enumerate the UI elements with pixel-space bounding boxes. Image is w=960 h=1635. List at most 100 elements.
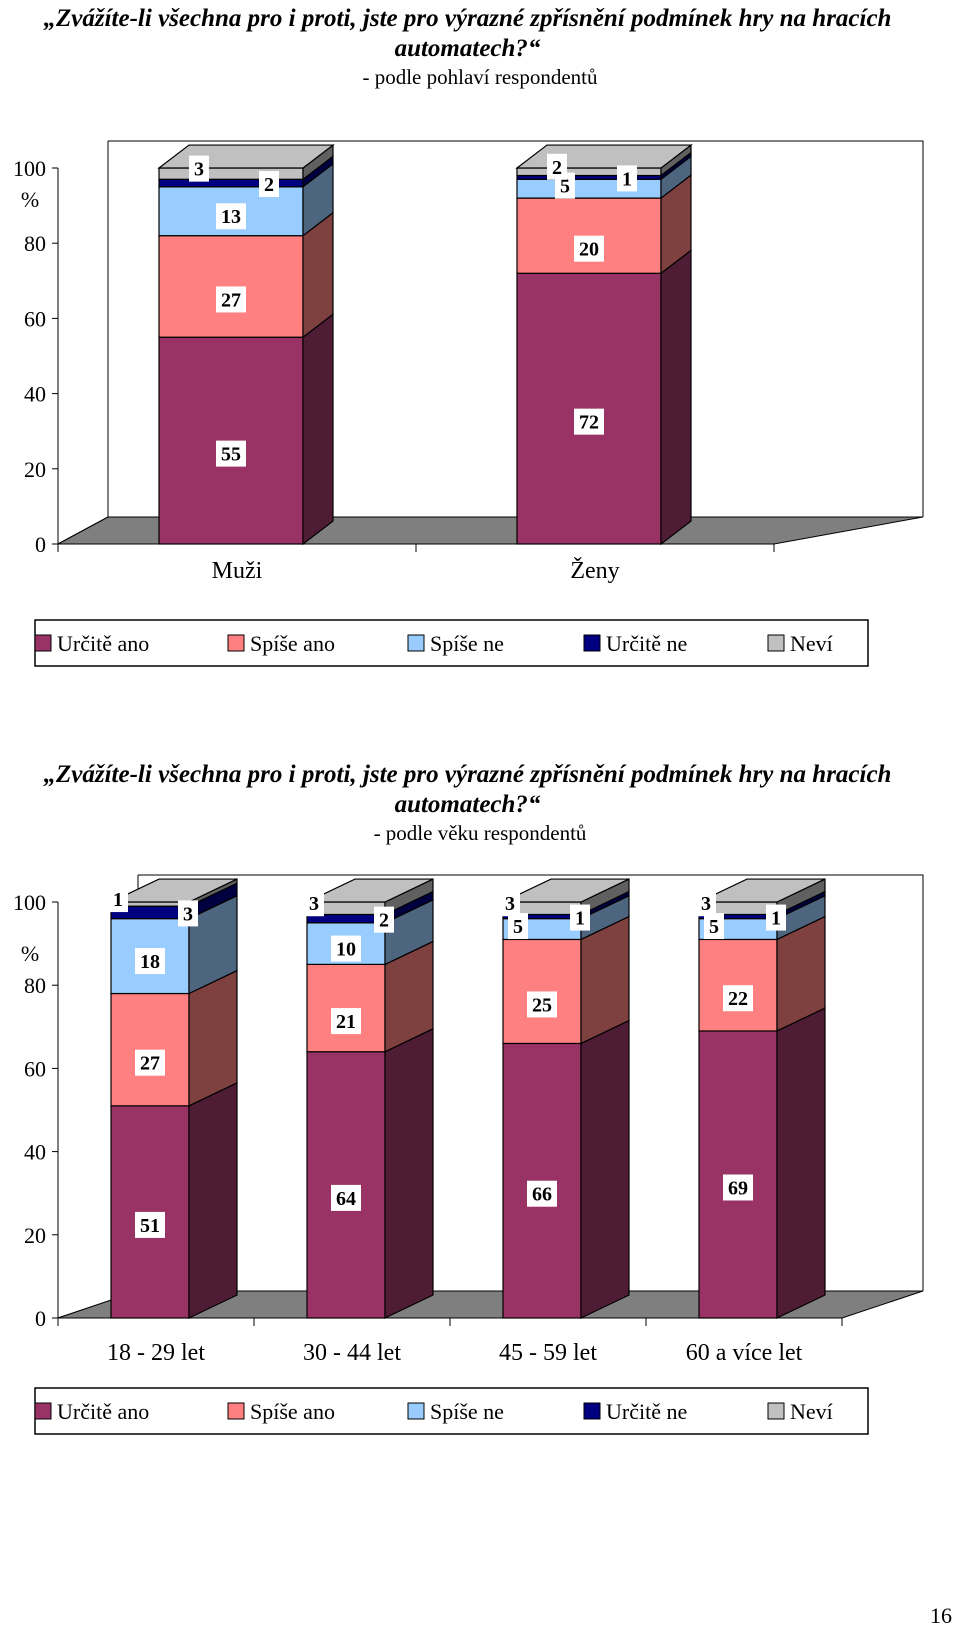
x-axis: Muži Ženy <box>57 543 775 584</box>
data-label-box <box>259 171 279 198</box>
x-category-label: 30 - 44 let <box>303 1340 401 1366</box>
data-label-box <box>723 1174 753 1201</box>
data-label: 3 <box>178 900 198 927</box>
bar-segment <box>157 143 335 181</box>
data-label-text: 2 <box>264 174 274 196</box>
legend-label: Neví <box>790 1399 833 1424</box>
x-category-label: Muži <box>212 558 263 584</box>
legend-swatch <box>227 634 245 652</box>
data-label: 64 <box>331 1184 361 1211</box>
chart2-svg: 0 20 40 60 80 100% 18 - 29 let 30 - 44 let 45 - … <box>13 874 924 1435</box>
back-wall <box>108 140 924 517</box>
data-label-text: 1 <box>113 889 123 911</box>
data-label-text: 25 <box>532 994 552 1016</box>
data-label-text: 2 <box>552 157 562 179</box>
bar-top <box>110 878 238 903</box>
bar-front <box>502 938 582 1045</box>
legend-label: Určitě ne <box>606 1399 687 1424</box>
data-label: 10 <box>331 935 361 962</box>
bar-segment <box>502 1019 630 1319</box>
bar-segment <box>110 1081 238 1319</box>
bar-segment <box>515 143 693 177</box>
x-category-label: 18 - 29 let <box>107 1340 205 1366</box>
data-label-box <box>216 440 246 467</box>
data-label-box <box>617 165 637 192</box>
bar-front <box>158 178 304 188</box>
bar-front <box>502 1042 582 1319</box>
chart1-title: „Zvážíte-li všechna pro i proti, jste pr… <box>43 5 892 62</box>
data-label: 27 <box>135 1049 165 1076</box>
data-label: 66 <box>527 1180 557 1207</box>
bar-front <box>158 167 304 180</box>
bar-side <box>660 249 692 546</box>
data-label-box <box>216 203 246 230</box>
data-label-text: 3 <box>505 893 515 915</box>
bar-side <box>580 1019 630 1319</box>
legend-swatch <box>407 634 425 652</box>
data-label-box <box>508 913 528 940</box>
bar-segment <box>306 1027 434 1319</box>
data-label-box <box>304 890 324 917</box>
data-label: 2 <box>547 153 567 180</box>
data-label: 69 <box>723 1174 753 1201</box>
legend-item: Spíše ano <box>227 631 335 656</box>
legend: Určitě ano Spíše ano Spíše ne Určitě ne Neví <box>34 619 869 667</box>
bar-side <box>776 1007 826 1319</box>
data-label: 20 <box>574 235 604 262</box>
data-label-text: 10 <box>336 939 356 961</box>
legend-label: Určitě ano <box>57 1399 149 1424</box>
data-label-box <box>331 935 361 962</box>
legend-item: Neví <box>767 631 833 656</box>
data-label: 1 <box>766 904 786 931</box>
legend-box <box>34 619 869 667</box>
chart1-subtitle: - podle pohlaví respondentů <box>362 65 598 89</box>
bars <box>110 878 826 1319</box>
data-label-text: 3 <box>309 893 319 915</box>
data-label-text: 5 <box>560 176 570 198</box>
data-label-box <box>135 1211 165 1238</box>
legend: Určitě ano Spíše ano Spíše ne Určitě ne Neví <box>34 1387 869 1435</box>
data-label-box <box>178 900 198 927</box>
y-tick-label: 20 <box>24 457 46 482</box>
legend-swatch <box>767 1402 785 1420</box>
bar-front <box>110 1105 190 1319</box>
y-tick-label: 80 <box>24 231 46 256</box>
bar-side <box>302 313 334 546</box>
data-label: 2 <box>374 906 394 933</box>
y-tick-label: 20 <box>24 1223 46 1248</box>
page-number: 16 <box>930 1603 952 1628</box>
y-tick-label: 0 <box>35 1306 46 1331</box>
data-label-text: 3 <box>194 159 204 181</box>
data-label-text: 51 <box>140 1215 160 1237</box>
data-label: 3 <box>189 155 209 182</box>
data-label-box <box>527 991 557 1018</box>
legend-swatch <box>227 1402 245 1420</box>
legend-swatch <box>583 1402 601 1420</box>
legend-item: Spíše ne <box>407 1399 504 1424</box>
legend-swatch <box>34 1402 52 1420</box>
legend-item: Spíše ne <box>407 631 504 656</box>
data-label: 51 <box>135 1211 165 1238</box>
legend-box <box>34 1387 869 1435</box>
data-label: 3 <box>500 890 520 917</box>
legend-swatch <box>583 634 601 652</box>
data-label: 1 <box>108 886 128 913</box>
legend-label: Spíše ano <box>250 631 335 656</box>
bar-top <box>515 144 693 169</box>
data-label-box <box>574 408 604 435</box>
data-label-box <box>570 904 590 931</box>
y-axis: 0 20 40 60 80 100% <box>13 890 59 1331</box>
bar-top <box>157 144 335 169</box>
data-label-box <box>135 948 165 975</box>
back-wall <box>138 874 924 1291</box>
data-labels: 55 27 13 2 3 72 20 5 1 2 <box>189 153 637 467</box>
bar-front <box>516 178 662 199</box>
data-label-text: 21 <box>336 1011 356 1033</box>
data-label-text: 3 <box>701 893 711 915</box>
y-tick-label: 40 <box>24 1140 46 1165</box>
data-label-box <box>766 904 786 931</box>
bar-segment <box>158 313 334 546</box>
legend-label: Určitě ne <box>606 631 687 656</box>
data-label: 3 <box>304 890 324 917</box>
legend-label: Neví <box>790 631 833 656</box>
